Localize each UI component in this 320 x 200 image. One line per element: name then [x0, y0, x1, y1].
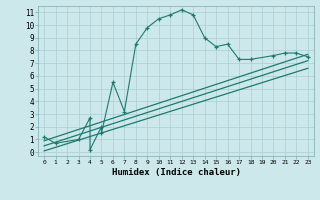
X-axis label: Humidex (Indice chaleur): Humidex (Indice chaleur) [111, 168, 241, 177]
